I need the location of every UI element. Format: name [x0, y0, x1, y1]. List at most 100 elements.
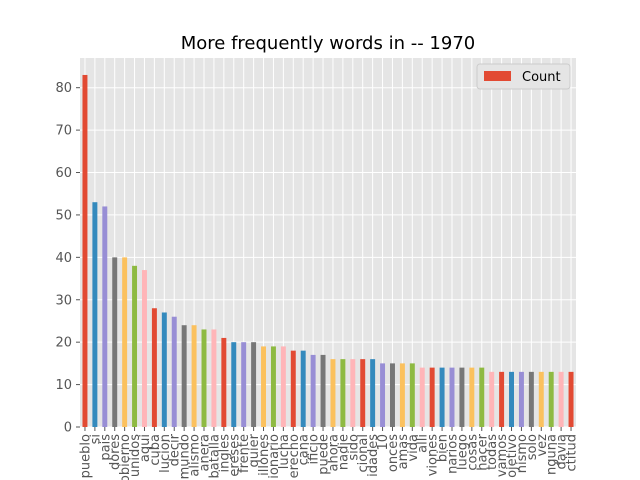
x-tick-label: vamos	[495, 434, 510, 477]
x-tick-label: davia	[555, 434, 570, 470]
bar	[469, 367, 475, 427]
bar	[102, 206, 108, 427]
x-tick-label: si	[88, 434, 103, 444]
bar-series	[82, 74, 574, 427]
x-tick-label: illones	[257, 434, 272, 476]
bar	[499, 371, 505, 427]
bar	[191, 325, 197, 427]
x-tick-label: ahora	[326, 434, 341, 471]
x-tick-label: dores	[108, 434, 123, 470]
bar	[479, 367, 485, 427]
bar	[439, 367, 445, 427]
x-tick-label: ingles	[217, 434, 232, 473]
bar	[211, 329, 217, 427]
bar	[538, 371, 544, 427]
bar	[568, 371, 574, 427]
legend-box	[476, 63, 571, 90]
bar	[489, 371, 495, 427]
x-tick-label: todas	[485, 434, 500, 470]
x-tick-label: vida	[406, 434, 421, 462]
bar	[558, 371, 564, 427]
bar	[350, 359, 356, 427]
bar	[82, 74, 88, 427]
x-tick-label: ionario	[267, 434, 282, 479]
bar	[122, 257, 128, 427]
bar	[270, 346, 276, 427]
legend: Count	[476, 63, 571, 90]
bar	[370, 359, 376, 427]
y-tick-label: 70	[55, 124, 72, 139]
x-tick-label: alismo	[188, 434, 203, 477]
x-tick-label: lucion	[158, 434, 173, 473]
y-tick-label: 50	[55, 208, 72, 223]
x-tick-label: sido	[346, 434, 361, 461]
bar	[340, 359, 346, 427]
y-tick-label: 40	[55, 251, 72, 266]
x-tick-label: vez	[535, 434, 550, 457]
bar	[261, 346, 266, 427]
x-tick-label: decir	[168, 433, 183, 466]
x-tick-label: narios	[446, 434, 461, 474]
x-tick-label: nismo	[515, 434, 530, 473]
bar	[241, 342, 247, 427]
bar	[251, 342, 257, 427]
y-tick-label: 20	[55, 336, 72, 351]
y-tick-label: 80	[55, 81, 72, 96]
y-tick-label: 60	[55, 166, 72, 181]
x-tick-label: ctitud	[565, 434, 580, 471]
x-tick-label: obierno	[118, 434, 133, 480]
bar	[518, 371, 524, 427]
bar	[161, 312, 167, 427]
bar	[429, 367, 435, 427]
x-tick-label: viones	[426, 434, 441, 476]
bar	[409, 363, 415, 427]
x-tick-label: ojetivo	[505, 434, 520, 478]
x-tick-label: cana	[297, 434, 312, 465]
x-tick-label: bien	[436, 434, 451, 462]
bar	[290, 350, 296, 427]
x-tick-label: pueblo	[78, 434, 93, 478]
y-tick-label: 0	[64, 421, 72, 436]
bar	[390, 363, 395, 427]
bar	[151, 308, 157, 427]
x-tick-label: quier	[247, 433, 262, 467]
x-tick-label: erecho	[287, 434, 302, 478]
bar	[380, 363, 386, 427]
x-tick-label: anera	[198, 434, 213, 472]
y-axis: 0 10 20 30 40 50 60 70 80	[55, 81, 80, 436]
x-tick-label: luego	[455, 434, 470, 470]
x-tick-label: 10	[376, 434, 391, 451]
bar	[330, 359, 336, 427]
x-tick-label: solo	[525, 434, 540, 460]
x-tick-label: lucha	[277, 434, 292, 469]
bar	[112, 257, 118, 427]
x-tick-label: cuba	[148, 434, 163, 466]
bar	[528, 371, 534, 427]
x-tick-label: ificio	[307, 434, 322, 465]
bar	[221, 337, 227, 427]
x-tick-label: pais	[98, 434, 113, 461]
x-tick-label: nguna	[545, 434, 560, 475]
bar	[399, 363, 405, 427]
x-tick-label: amas	[396, 434, 411, 470]
bar	[310, 354, 316, 427]
x-tick-label: puede	[317, 434, 332, 475]
bar	[509, 371, 514, 427]
bar	[548, 371, 554, 427]
bar	[300, 350, 306, 427]
legend-label: Count	[522, 70, 561, 85]
x-tick-label: nadie	[336, 434, 351, 470]
x-axis: pueblosipaisdoresobiernounidosaquicubalu…	[78, 427, 580, 480]
x-tick-label: idades	[366, 434, 381, 477]
x-tick-label: alli	[416, 434, 431, 453]
bar	[142, 270, 147, 427]
x-tick-label: onces	[386, 434, 401, 472]
x-tick-label: mundo	[178, 434, 193, 479]
bar	[280, 346, 286, 427]
bar	[449, 367, 455, 427]
bar	[320, 354, 326, 427]
bar	[171, 316, 177, 427]
y-tick-label: 10	[55, 378, 72, 393]
x-tick-label: cosas	[465, 434, 480, 471]
